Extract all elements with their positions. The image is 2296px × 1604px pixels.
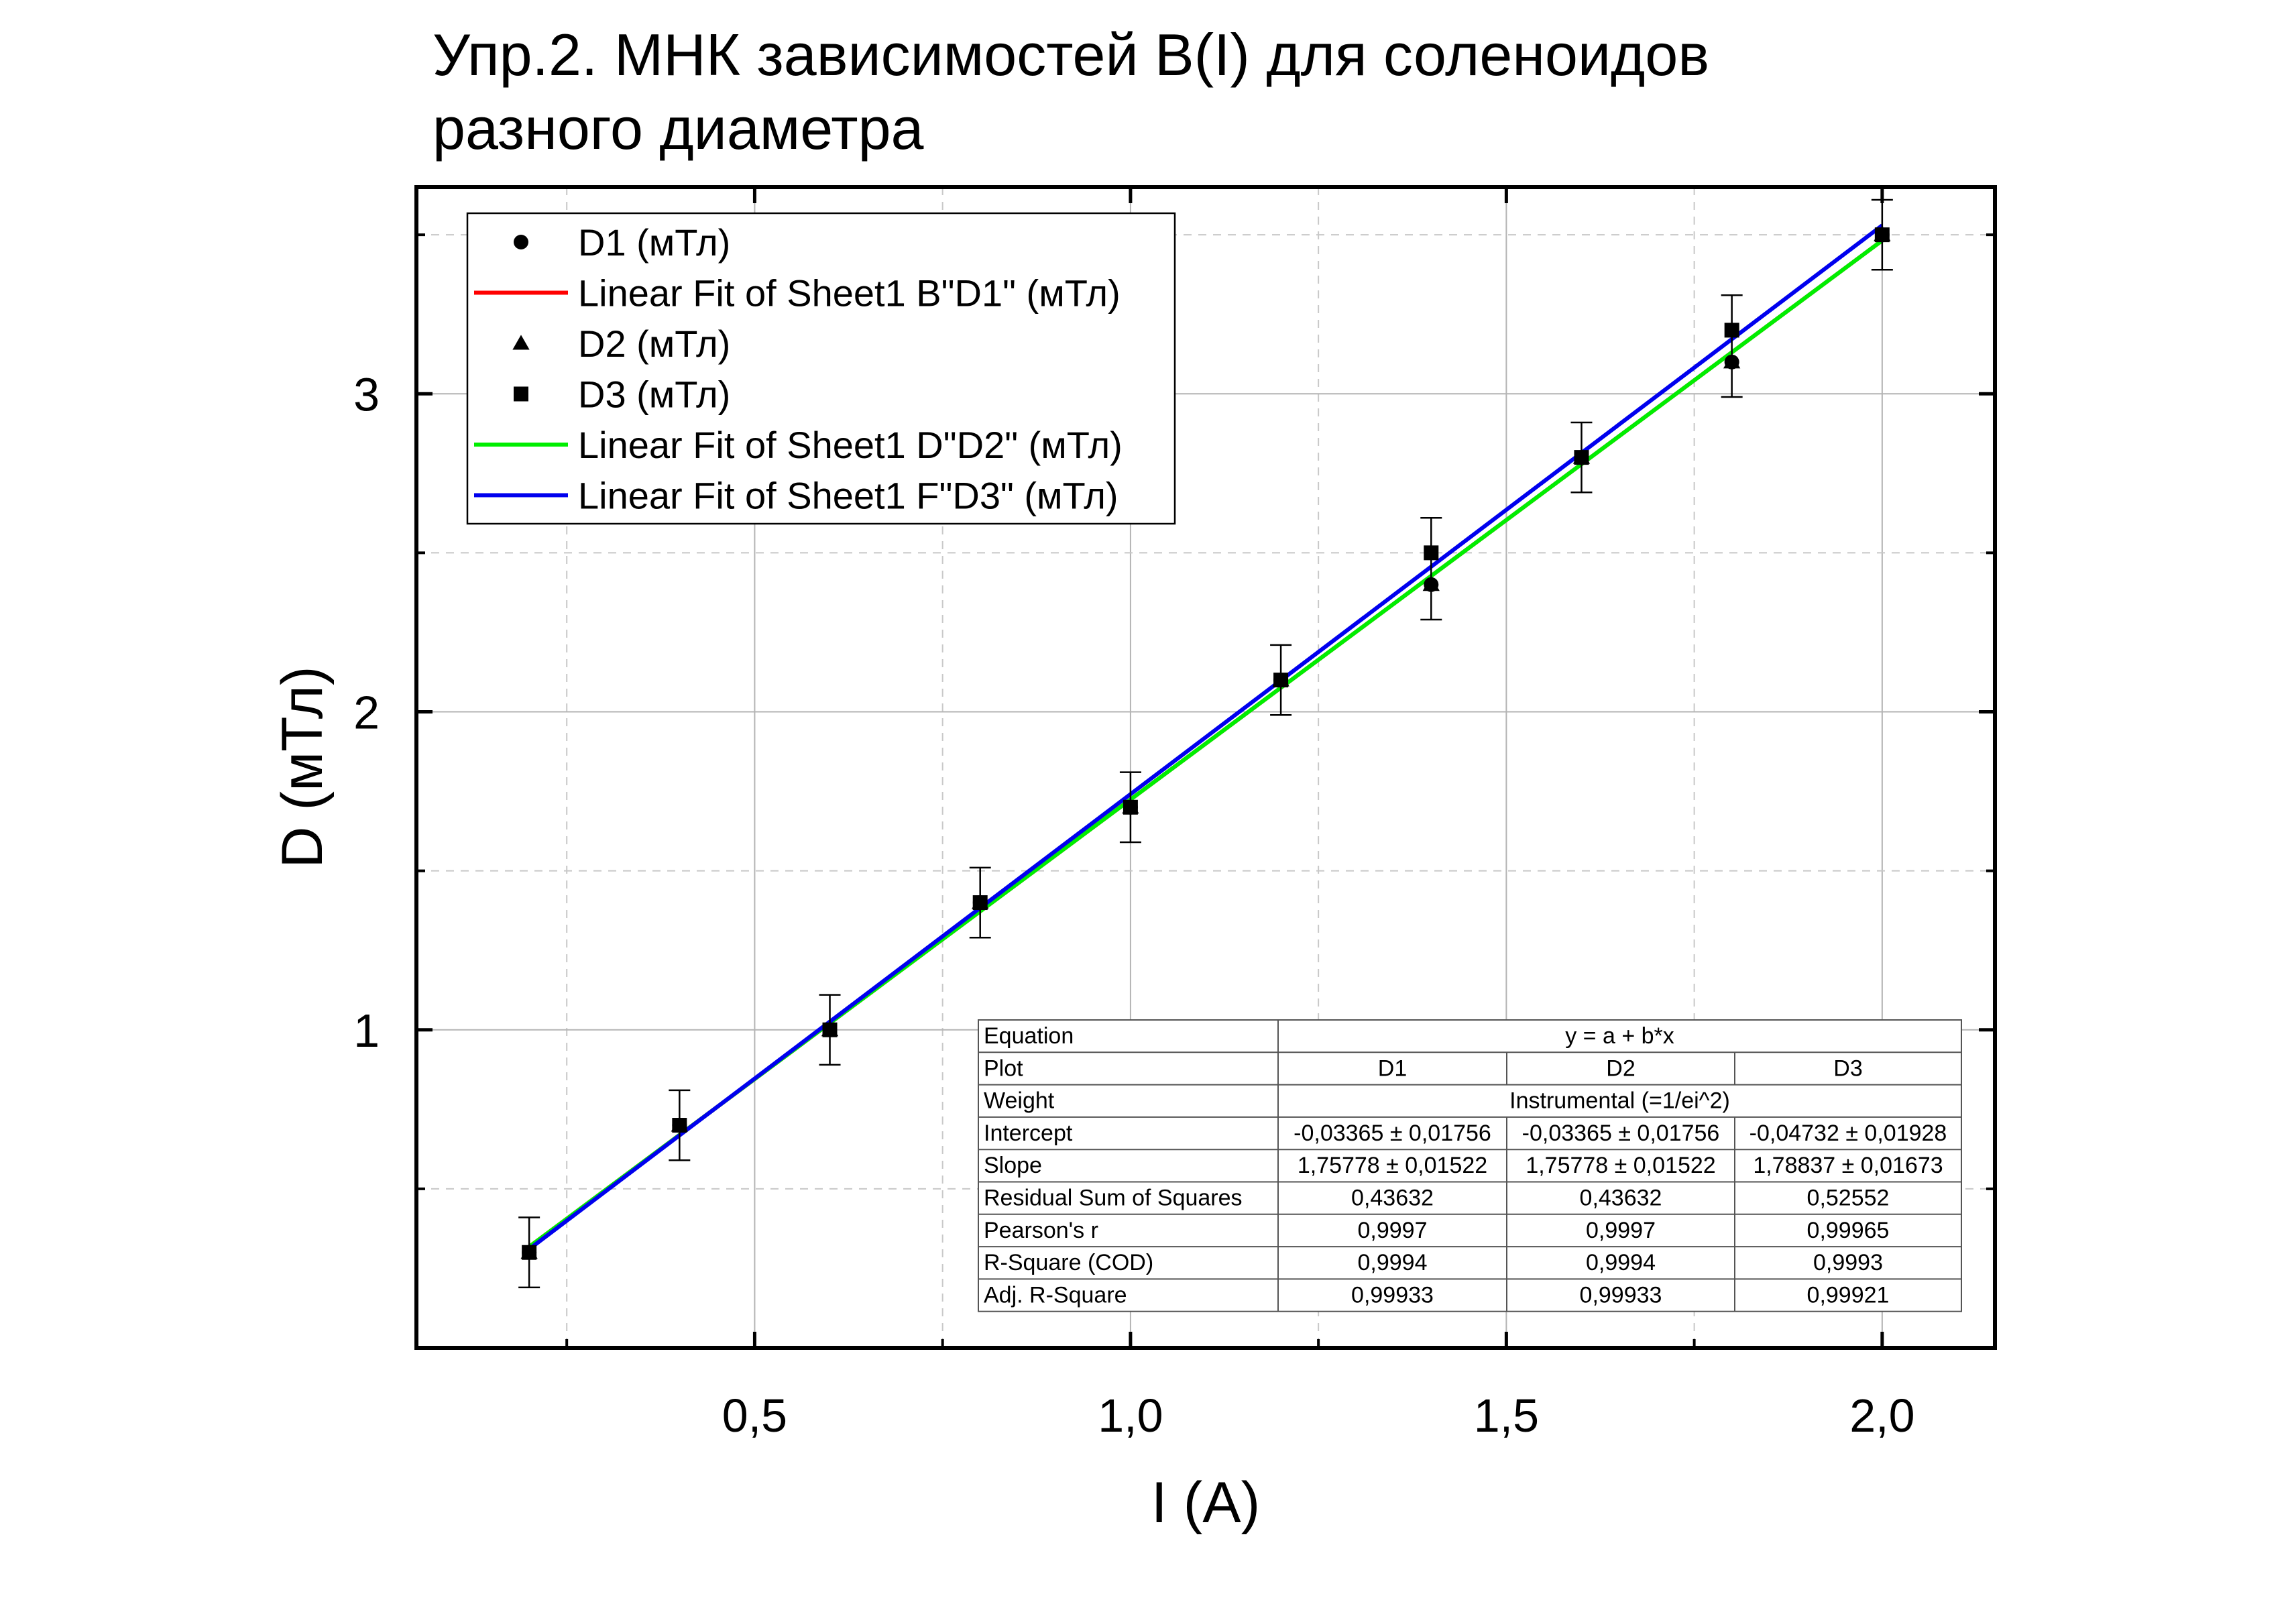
x-tick-label: 0,5: [722, 1389, 787, 1442]
table-cell: 1,75778 ± 0,01522: [1298, 1153, 1487, 1178]
data-point-series-2: [1723, 353, 1741, 369]
table-label: Weight: [984, 1088, 1055, 1114]
y-axis-title: D (мТл): [270, 666, 335, 868]
data-point-series-3: [1273, 673, 1289, 688]
plot-frame: [414, 185, 1997, 1350]
y-tick-label: 2: [353, 687, 380, 739]
data-point-series-3: [1574, 450, 1589, 465]
table-weight: Instrumental (=1/ei^2): [1509, 1088, 1730, 1114]
table-frame: [978, 1019, 1962, 1312]
table-label: R-Square (COD): [984, 1250, 1153, 1275]
table-equation: y = a + b*x: [1565, 1023, 1674, 1049]
table-plot-name: D2: [1606, 1055, 1635, 1081]
data-point-series-3: [1123, 799, 1138, 815]
table-cell: -0,03365 ± 0,01756: [1522, 1121, 1720, 1146]
legend-label: D1 (мТл): [578, 221, 730, 264]
legend-label: Linear Fit of Sheet1 B"D1" (мТл): [578, 272, 1121, 314]
chart-title-line-1: Упр.2. МНК зависимостей B(I) для соленои…: [433, 21, 1709, 88]
table-label: Slope: [984, 1153, 1042, 1178]
axis-ticks: 0,5 1,0 1,5 2,0 1 2 3: [353, 187, 1995, 1442]
table-cell: 0,99933: [1351, 1282, 1434, 1308]
legend-label: D3 (мТл): [578, 374, 730, 416]
table-cell: 0,99933: [1580, 1282, 1662, 1308]
table-cell: 0,52552: [1807, 1186, 1890, 1211]
data-point-series-3: [1874, 227, 1890, 243]
fit-line-3: [528, 223, 1884, 1251]
data-point-series-3: [972, 895, 988, 911]
legend-label: Linear Fit of Sheet1 D"D2" (мТл): [578, 424, 1123, 466]
table-label: Plot: [984, 1055, 1023, 1081]
table-cell: 1,75778 ± 0,01522: [1526, 1153, 1715, 1178]
table-cell: 1,78837 ± 0,01673: [1753, 1153, 1943, 1178]
data-point-series-3: [672, 1118, 687, 1133]
legend-swatch-triangle: [512, 335, 530, 350]
data-point-series-3: [822, 1022, 838, 1037]
table-label: Adj. R-Square: [984, 1282, 1127, 1308]
legend-label: D2 (мТл): [578, 323, 730, 365]
x-tick-label: 1,5: [1474, 1389, 1539, 1442]
data-point-series-3: [522, 1245, 537, 1260]
y-tick-label: 3: [353, 368, 380, 420]
table-cell: 0,9997: [1358, 1218, 1428, 1243]
table-cell: 0,43632: [1351, 1186, 1434, 1211]
y-tick-label: 1: [353, 1005, 380, 1057]
table-cell: 0,99921: [1807, 1282, 1890, 1308]
table-cell: 0,9997: [1586, 1218, 1656, 1243]
fit-lines: [528, 223, 1884, 1251]
table-cell: -0,03365 ± 0,01756: [1294, 1121, 1491, 1146]
x-axis-title: I (A): [1151, 1471, 1260, 1535]
table-cell: 0,99965: [1807, 1218, 1890, 1243]
chart-title-line-2: разного диаметра: [433, 95, 924, 162]
table-cell: 0,9994: [1586, 1250, 1656, 1275]
table-label: Equation: [984, 1023, 1074, 1049]
legend-label: Linear Fit of Sheet1 F"D3" (мТл): [578, 475, 1118, 517]
legend-swatch-square: [514, 386, 528, 402]
data-point-series-2: [1422, 576, 1440, 591]
legend-swatch-circle: [514, 235, 528, 249]
table-label: Residual Sum of Squares: [984, 1186, 1243, 1211]
table-cell: 0,9993: [1813, 1250, 1883, 1275]
legend: D1 (мТл) Linear Fit of Sheet1 B"D1" (мТл)…: [466, 212, 1176, 525]
table-plot-name: D3: [1833, 1055, 1862, 1081]
table-plot-name: D1: [1378, 1055, 1407, 1081]
x-tick-label: 1,0: [1098, 1389, 1163, 1442]
table-cell: 0,43632: [1580, 1186, 1662, 1211]
table-label: Pearson's r: [984, 1218, 1098, 1243]
legend-box: [466, 212, 1176, 525]
data-point-series-3: [1424, 545, 1439, 561]
data-markers: [520, 226, 1891, 1260]
table-cell: -0,04732 ± 0,01928: [1749, 1121, 1947, 1146]
table-cell: 0,9994: [1358, 1250, 1428, 1275]
table-label: Intercept: [984, 1121, 1073, 1146]
fit-statistics-table: Equation y = a + b*x Plot D1 D2 D3 Weight Instr…: [978, 1019, 1962, 1312]
data-point-series-3: [1724, 323, 1739, 338]
x-tick-label: 2,0: [1849, 1389, 1914, 1442]
